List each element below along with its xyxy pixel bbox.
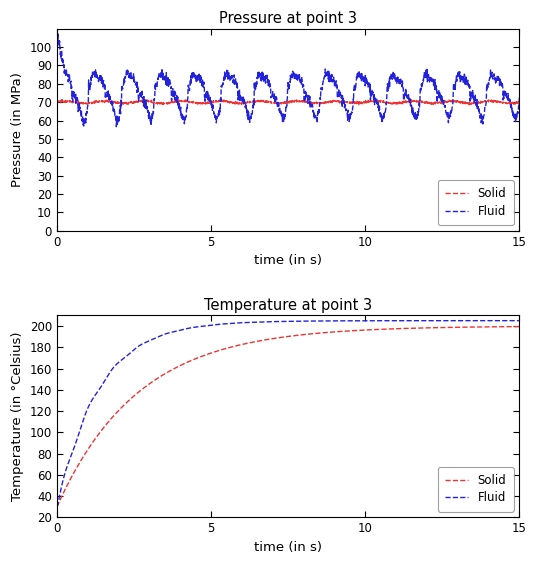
Line: Solid: Solid: [57, 99, 520, 105]
Title: Pressure at point 3: Pressure at point 3: [219, 11, 357, 26]
Solid: [279, 99, 285, 106]
Solid: [54, 99, 60, 106]
X-axis label: time (in s): time (in s): [254, 254, 322, 267]
Fluid: [54, 24, 60, 31]
Solid: [276, 334, 282, 341]
Fluid: [54, 503, 60, 510]
Fluid: [267, 80, 273, 87]
Fluid: [516, 94, 523, 101]
Fluid: [516, 318, 523, 324]
Solid: [418, 98, 424, 105]
Fluid: [505, 318, 512, 324]
Line: Fluid: Fluid: [57, 321, 520, 507]
Fluid: [279, 113, 286, 120]
Line: Fluid: Fluid: [57, 28, 520, 127]
Solid: [424, 102, 431, 108]
Solid: [77, 99, 84, 106]
Legend: Solid, Fluid: Solid, Fluid: [437, 467, 514, 511]
Fluid: [273, 318, 280, 325]
Fluid: [276, 318, 282, 325]
Solid: [304, 331, 310, 338]
Y-axis label: Temperature (in °Celsius): Temperature (in °Celsius): [11, 332, 24, 501]
Solid: [266, 99, 273, 106]
Y-axis label: Pressure (in MPa): Pressure (in MPa): [11, 72, 24, 187]
Fluid: [419, 81, 425, 88]
Fluid: [113, 123, 119, 130]
Fluid: [77, 106, 84, 113]
Fluid: [54, 121, 60, 128]
Legend: Solid, Fluid: Solid, Fluid: [437, 180, 514, 225]
Solid: [516, 98, 523, 105]
Fluid: [503, 92, 509, 99]
Fluid: [329, 318, 335, 324]
Fluid: [433, 318, 439, 324]
Solid: [516, 323, 523, 330]
Solid: [433, 324, 439, 331]
Solid: [503, 100, 509, 107]
Title: Temperature at point 3: Temperature at point 3: [204, 298, 372, 313]
Solid: [505, 323, 512, 330]
Fluid: [503, 90, 509, 97]
Solid: [329, 329, 335, 336]
Solid: [144, 95, 151, 102]
Solid: [503, 99, 509, 106]
Solid: [54, 503, 60, 510]
Fluid: [304, 318, 310, 324]
Solid: [273, 334, 280, 341]
X-axis label: time (in s): time (in s): [254, 541, 322, 554]
Line: Solid: Solid: [57, 327, 520, 507]
